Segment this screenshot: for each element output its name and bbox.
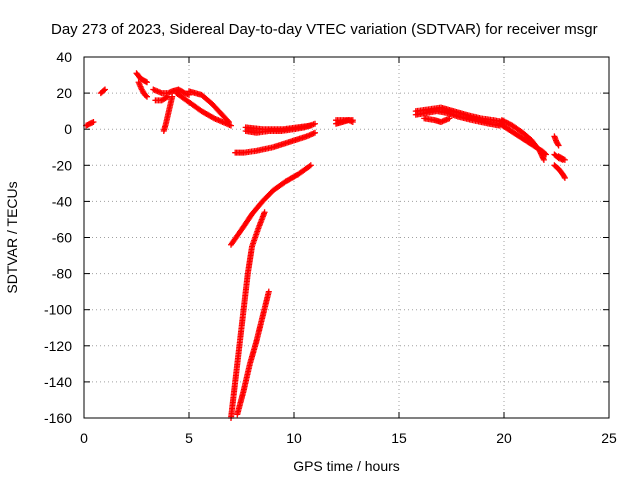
x-tick-label: 15 xyxy=(391,430,407,446)
y-tick-label: -40 xyxy=(52,193,72,209)
y-tick-label: -140 xyxy=(44,374,72,390)
data-segment xyxy=(228,162,314,248)
data-point xyxy=(90,118,97,125)
data-point xyxy=(306,163,313,170)
data-segment xyxy=(97,86,108,97)
y-tick-label: 0 xyxy=(64,121,72,137)
data-point xyxy=(180,89,187,96)
x-tick-label: 25 xyxy=(601,430,617,446)
data-point xyxy=(446,115,453,122)
y-tick-label: -20 xyxy=(52,157,72,173)
data-segment xyxy=(498,117,547,163)
data-point xyxy=(561,174,568,181)
data-segment xyxy=(160,93,176,135)
data-point xyxy=(312,129,318,136)
data-segment xyxy=(412,104,507,125)
data-point xyxy=(142,92,149,99)
data-segment xyxy=(83,118,97,129)
data-point xyxy=(224,117,231,124)
y-tick-label: -160 xyxy=(44,410,72,426)
data-point xyxy=(165,93,171,100)
data-point xyxy=(561,156,568,163)
data-point xyxy=(349,117,356,124)
data-point xyxy=(261,209,268,216)
y-tick-label: -120 xyxy=(44,338,72,354)
data-segment xyxy=(551,133,562,149)
data-point xyxy=(265,288,272,295)
data-segment xyxy=(421,115,453,125)
data-segment xyxy=(152,93,171,104)
data-points xyxy=(83,70,568,421)
data-segment xyxy=(228,209,268,421)
y-tick-label: 40 xyxy=(56,49,72,65)
data-point xyxy=(555,142,562,149)
data-point xyxy=(307,162,314,169)
x-tick-label: 5 xyxy=(185,430,193,446)
data-segment xyxy=(551,162,568,181)
axis-ticks: 0 5 10 15 20 25 -160 -140 -120 -100 -80 -60 -40 -20 0 2… xyxy=(44,49,617,446)
y-tick-label: -80 xyxy=(52,266,72,282)
data-point xyxy=(540,156,547,163)
chart-title: Day 273 of 2023, Sidereal Day-to-day VTE… xyxy=(51,21,598,38)
y-axis-label: SDTVAR / TECUs xyxy=(4,181,20,293)
data-point xyxy=(312,120,318,127)
data-segment xyxy=(555,153,568,163)
data-point xyxy=(228,122,234,129)
data-segment xyxy=(232,129,318,156)
data-segment xyxy=(150,86,192,98)
y-tick-label: -100 xyxy=(44,302,72,318)
data-point xyxy=(100,87,107,94)
data-point xyxy=(163,94,170,101)
data-segment xyxy=(234,288,272,418)
data-segment xyxy=(173,90,234,129)
data-segment xyxy=(333,117,356,124)
data-point xyxy=(560,156,567,163)
data-point xyxy=(561,173,568,180)
data-segment xyxy=(133,70,150,86)
data-point xyxy=(554,141,561,148)
data-segment xyxy=(242,122,314,133)
x-axis-label: GPS time / hours xyxy=(293,458,400,474)
data-segment xyxy=(186,88,232,125)
data-point xyxy=(144,79,150,86)
grid-lines xyxy=(84,57,609,418)
y-tick-label: -60 xyxy=(52,230,72,246)
data-point xyxy=(209,114,216,121)
x-tick-label: 0 xyxy=(80,430,88,446)
x-tick-label: 20 xyxy=(496,430,512,446)
series-sdtvar xyxy=(83,70,568,421)
data-segment xyxy=(135,79,150,100)
plot-frame xyxy=(83,56,610,419)
y-tick-label: 20 xyxy=(56,85,72,101)
data-point xyxy=(102,86,108,93)
data-point xyxy=(307,122,314,129)
data-point xyxy=(144,93,150,100)
data-point xyxy=(225,118,232,125)
x-tick-label: 10 xyxy=(286,430,302,446)
